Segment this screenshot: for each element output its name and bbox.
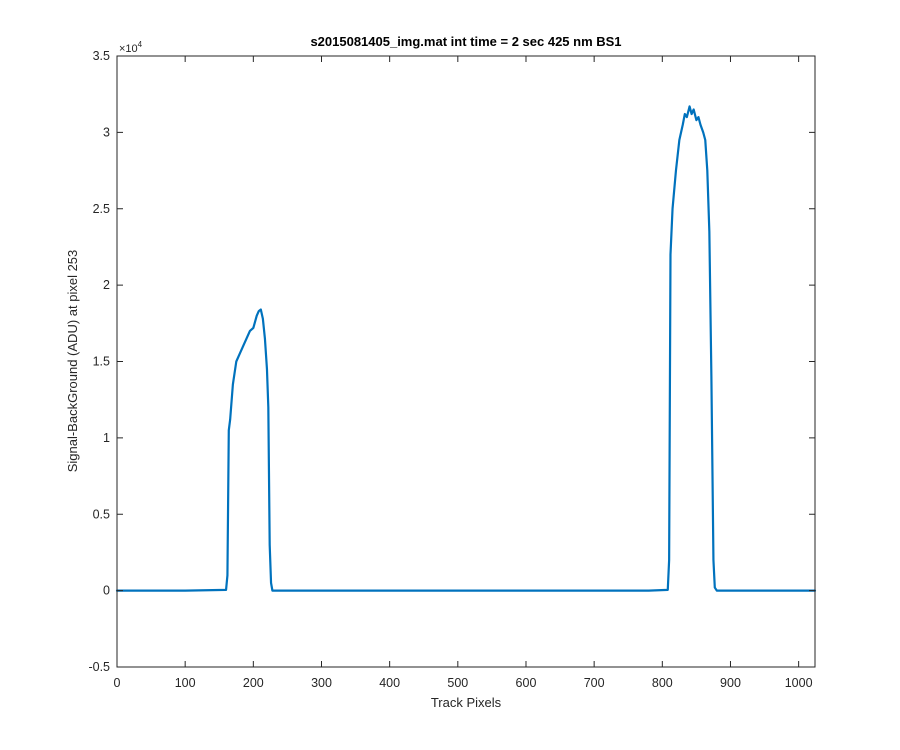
x-tick-label: 100 [175, 676, 196, 690]
y-tick-label: 3 [103, 125, 110, 139]
y-tick-label: 0.5 [93, 507, 110, 521]
x-tick-label: 600 [516, 676, 537, 690]
ticks-layer: 0 100 200 300 400 500 600 700 800 900 1000 -0.5 0 0.5… [88, 49, 815, 690]
x-tick-label: 700 [584, 676, 605, 690]
x-tick-label: 800 [652, 676, 673, 690]
y-axis-multiplier: ×104 [119, 40, 143, 55]
x-tick-label: 900 [720, 676, 741, 690]
y-tick-label: 3.5 [93, 49, 110, 63]
y-tick-label: 2 [103, 278, 110, 292]
x-tick-label: 0 [114, 676, 121, 690]
y-tick-label: 1.5 [93, 355, 110, 369]
y-tick-label: 2.5 [93, 202, 110, 216]
plot-box [116, 55, 816, 668]
x-tick-label: 500 [447, 676, 468, 690]
plot-background [117, 56, 815, 667]
series-line-0 [115, 105, 817, 592]
x-tick-label: 400 [379, 676, 400, 690]
x-tick-label: 300 [311, 676, 332, 690]
y-tick-label: -0.5 [88, 660, 110, 674]
series-layer [115, 105, 817, 592]
y-tick-label: 0 [103, 584, 110, 598]
x-axis-label: Track Pixels [431, 695, 502, 710]
x-tick-label: 1000 [785, 676, 813, 690]
x-tick-label: 200 [243, 676, 264, 690]
y-axis-label: Signal-BackGround (ADU) at pixel 253 [65, 250, 80, 473]
y-tick-label: 1 [103, 431, 110, 445]
y-axis-multiplier-base: ×10 [119, 43, 138, 55]
chart-title: s2015081405_img.mat int time = 2 sec 425… [310, 34, 621, 49]
y-axis-multiplier-exponent: 4 [138, 40, 143, 49]
